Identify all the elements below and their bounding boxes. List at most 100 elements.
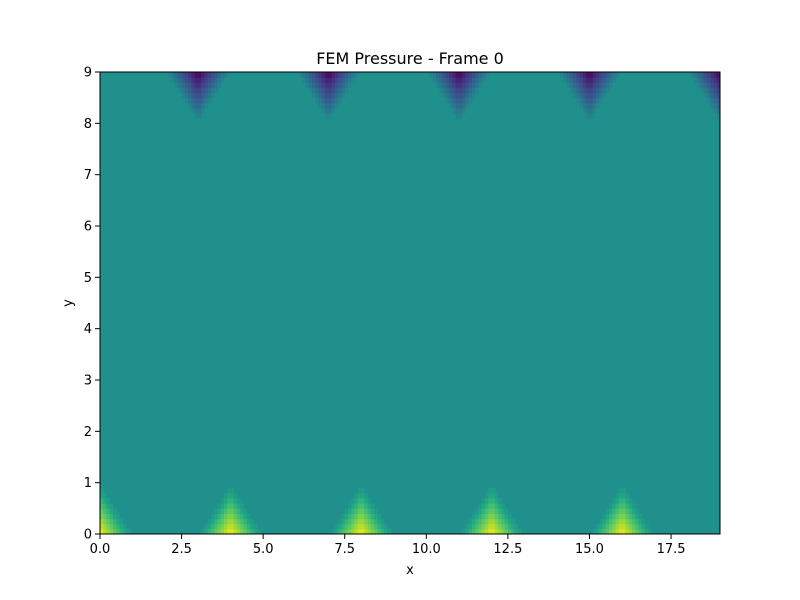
heatmap-cell xyxy=(321,97,326,104)
x-tick-label: 15.0 xyxy=(575,542,604,557)
heatmap-cell xyxy=(710,97,714,104)
heatmap-cell xyxy=(325,107,329,114)
heatmap-cell xyxy=(321,72,326,78)
heatmap-cell xyxy=(201,97,205,104)
heatmap-cell xyxy=(628,508,633,514)
heatmap-cell xyxy=(109,508,114,514)
heatmap-cell xyxy=(452,102,457,109)
heatmap-cell xyxy=(364,503,369,509)
heatmap-cell xyxy=(592,102,597,109)
heatmap-cell xyxy=(220,508,225,514)
heatmap-cell xyxy=(468,528,473,535)
heatmap-cell xyxy=(609,503,613,509)
heatmap-cell xyxy=(628,503,633,509)
heatmap-cell xyxy=(302,77,307,83)
heatmap-cell xyxy=(374,513,378,520)
heatmap-cell xyxy=(191,77,196,83)
heatmap-cell xyxy=(481,508,486,514)
heatmap-cell xyxy=(573,82,577,88)
heatmap-cell xyxy=(233,503,238,509)
heatmap-cell xyxy=(197,87,202,94)
heatmap-cell xyxy=(716,82,721,88)
heatmap-cell xyxy=(184,87,189,94)
heatmap-cell xyxy=(449,87,453,94)
heatmap-cell xyxy=(217,518,222,525)
heatmap-cell xyxy=(361,518,365,525)
heatmap-cell xyxy=(321,87,326,94)
heatmap-cell xyxy=(341,87,346,94)
heatmap-cell xyxy=(700,87,705,94)
heatmap-cell xyxy=(338,77,342,83)
heatmap-cell xyxy=(250,518,254,525)
heatmap-cell xyxy=(462,92,466,99)
heatmap-cell xyxy=(615,528,620,535)
heatmap-cell xyxy=(334,523,339,530)
heatmap-cell xyxy=(246,523,251,530)
heatmap-cell xyxy=(622,523,626,530)
heatmap-cell xyxy=(641,523,646,530)
heatmap-cell xyxy=(605,77,610,83)
heatmap-cell xyxy=(361,508,365,514)
heatmap-cell xyxy=(387,528,391,535)
heatmap-cell xyxy=(504,518,509,525)
heatmap-cell xyxy=(455,113,460,119)
heatmap-cell xyxy=(472,518,476,525)
heatmap-cell xyxy=(201,107,205,114)
heatmap-cell xyxy=(201,87,205,94)
heatmap-cell xyxy=(377,518,382,525)
heatmap-cell xyxy=(312,72,316,78)
heatmap-cell xyxy=(122,528,127,535)
heatmap-cell xyxy=(227,487,232,494)
heatmap-cell xyxy=(703,87,708,94)
heatmap-cell xyxy=(338,82,342,88)
heatmap-cell xyxy=(214,523,218,530)
heatmap-cell xyxy=(230,528,235,535)
heatmap-cell xyxy=(599,87,604,94)
heatmap-cell xyxy=(113,528,117,535)
heatmap-cell xyxy=(481,72,486,78)
heatmap-cell xyxy=(207,523,212,530)
heatmap-cell xyxy=(458,92,463,99)
heatmap-cell xyxy=(507,528,512,535)
heatmap-cell xyxy=(462,528,466,535)
heatmap-cell xyxy=(465,92,470,99)
heatmap-cell xyxy=(106,503,111,509)
heatmap-cell xyxy=(325,113,329,119)
heatmap-cell xyxy=(227,503,232,509)
heatmap-cell xyxy=(491,518,496,525)
heatmap-cell xyxy=(458,72,463,78)
heatmap-cell xyxy=(605,523,610,530)
heatmap-cell xyxy=(318,82,323,88)
heatmap-cell xyxy=(615,498,620,504)
heatmap-cell xyxy=(485,492,489,499)
heatmap-cell xyxy=(452,107,457,114)
heatmap-cell xyxy=(690,72,695,78)
heatmap-cell xyxy=(592,77,597,83)
heatmap-cell xyxy=(214,513,218,520)
heatmap-cell xyxy=(596,97,600,104)
heatmap-cell xyxy=(713,92,718,99)
heatmap-cell xyxy=(197,82,202,88)
heatmap-cell xyxy=(344,528,349,535)
heatmap-cell xyxy=(243,513,248,520)
heatmap-cell xyxy=(217,528,222,535)
heatmap-cell xyxy=(458,97,463,104)
heatmap-cell xyxy=(605,508,610,514)
heatmap-cell xyxy=(194,102,199,109)
heatmap-cell xyxy=(230,508,235,514)
heatmap-cell xyxy=(635,513,639,520)
heatmap-cell xyxy=(472,72,476,78)
heatmap-cell xyxy=(576,87,581,94)
heatmap-cell xyxy=(605,518,610,525)
heatmap-cell xyxy=(452,82,457,88)
heatmap-cell xyxy=(644,528,649,535)
heatmap-cell xyxy=(472,513,476,520)
heatmap-cell xyxy=(380,518,385,525)
heatmap-cell xyxy=(181,82,186,88)
heatmap-cell xyxy=(204,77,209,83)
heatmap-cell xyxy=(706,87,711,94)
heatmap-cell xyxy=(458,87,463,94)
heatmap-cell xyxy=(631,513,636,520)
heatmap-cell xyxy=(220,503,225,509)
heatmap-cell xyxy=(622,513,626,520)
